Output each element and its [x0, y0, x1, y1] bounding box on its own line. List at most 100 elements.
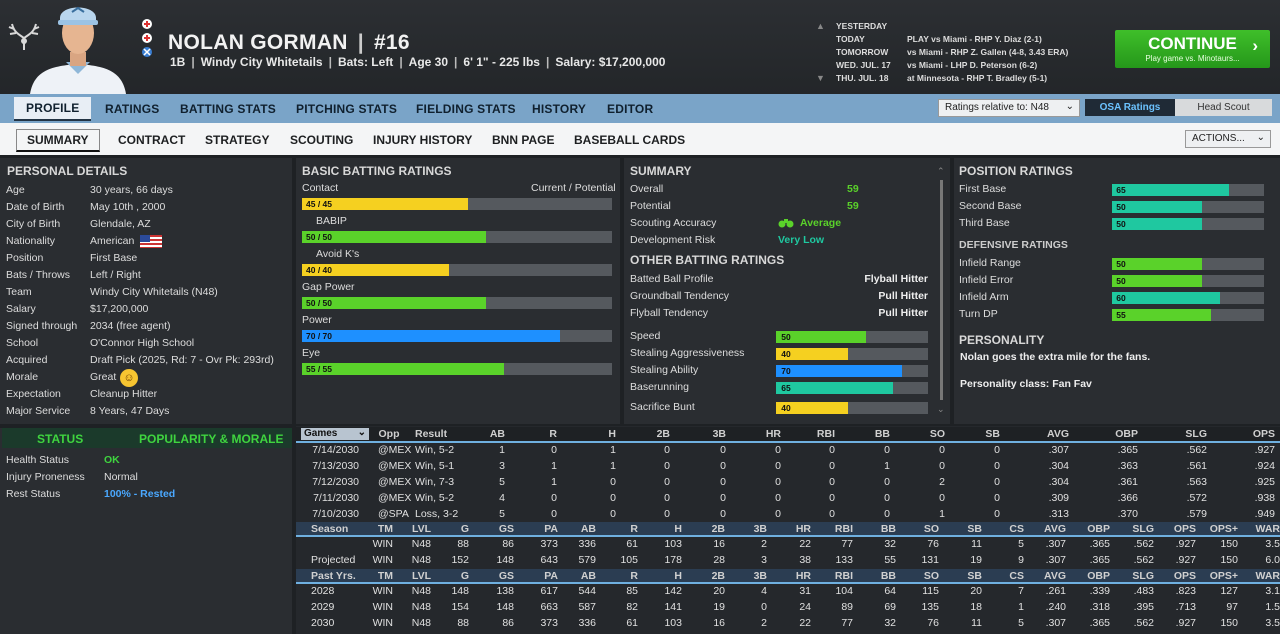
tab-profile[interactable]: PROFILE [14, 97, 92, 121]
defensive-rating-bar: 55 [1112, 309, 1264, 321]
defensive-rating-bar-label: 50 [1112, 275, 1130, 287]
past-cell: 1.5 [1265, 601, 1280, 613]
past-cell: 1 [1018, 601, 1024, 613]
position-rating-bar: 50 [1112, 201, 1264, 213]
continue-button[interactable]: CONTINUE Play game vs. Minotaurs... › [1115, 30, 1270, 68]
potential-label: Potential [630, 200, 671, 212]
summary-scrollbar[interactable]: ⌃ ⌄ [937, 166, 947, 416]
past-col-header: SLG [1132, 570, 1154, 582]
schedule-game[interactable]: PLAY vs Miami - RHP Y. Diaz (2-1) [907, 34, 1042, 44]
osa-ratings-toggle[interactable]: OSA Ratings [1085, 99, 1175, 116]
personal-row-label: Major Service [6, 405, 71, 417]
personal-row: Team Windy City Whitetails (N48) [6, 284, 290, 301]
tab-baseball-cards[interactable]: BASEBALL CARDS [574, 133, 686, 147]
actions-dropdown[interactable]: ACTIONS... ⌄ [1185, 130, 1271, 148]
tab-ratings[interactable]: RATINGS [105, 102, 160, 116]
tab-injury-history[interactable]: INJURY HISTORY [373, 133, 473, 147]
personal-row-label: Acquired [6, 354, 48, 366]
other-batting-title: OTHER BATTING RATINGS [630, 253, 785, 267]
tab-popularity-morale[interactable]: POPULARITY & MORALE [139, 432, 284, 446]
personal-row: School O'Connor High School [6, 335, 290, 352]
season-cell: .307 [1045, 554, 1066, 566]
past-cell: 18 [970, 601, 982, 613]
games-select[interactable]: Games ⌄ [301, 427, 369, 440]
tab-status[interactable]: STATUS [37, 432, 84, 446]
games-cell: Win, 5-2 [415, 492, 455, 504]
personal-row: Acquired Draft Pick (2025, Rd: 7 - Ovr Pk… [6, 352, 290, 369]
tab-summary[interactable]: SUMMARY [16, 129, 100, 152]
schedule-game[interactable]: vs Miami - RHP Z. Gallen (4-8, 3.43 ERA) [907, 47, 1069, 57]
tab-pitching-stats[interactable]: PITCHING STATS [296, 102, 398, 116]
games-header-row [296, 427, 1280, 441]
batting-rating-label: Power [302, 314, 332, 326]
past-cell: .927 [1175, 617, 1196, 629]
past-cell: N48 [411, 601, 431, 613]
season-cell: 55 [884, 554, 896, 566]
running-rating-bar-label: 65 [776, 382, 796, 394]
defensive-rating-bar: 50 [1112, 258, 1264, 270]
batting-rating-bar-label: 45 / 45 [302, 198, 336, 210]
tab-editor[interactable]: EDITOR [607, 102, 654, 116]
schedule-day: TODAY [836, 34, 865, 44]
season-cell: 61 [626, 538, 638, 550]
past-col-header: PA [544, 570, 558, 582]
schedule-down-icon[interactable]: ▼ [816, 73, 825, 83]
tab-fielding-stats[interactable]: FIELDING STATS [416, 102, 516, 116]
tab-scouting[interactable]: SCOUTING [290, 133, 354, 147]
scroll-down-icon[interactable]: ⌄ [937, 404, 945, 414]
past-cell: 61 [626, 617, 638, 629]
schedule-up-icon[interactable]: ▲ [816, 21, 825, 31]
health-status-row: Health Status OK [6, 454, 120, 466]
tab-batting-stats[interactable]: BATTING STATS [180, 102, 276, 116]
scroll-up-icon[interactable]: ⌃ [937, 166, 945, 176]
personal-row-label: School [6, 337, 39, 349]
personal-row-label: Salary [6, 303, 36, 315]
personal-row-value: Great [90, 371, 117, 383]
position-ratings-title: POSITION RATINGS [959, 164, 1073, 178]
current-potential-label: Current / Potential [531, 182, 616, 194]
games-cell-date: 7/11/2030 [313, 492, 359, 504]
tab-history[interactable]: HISTORY [532, 102, 587, 116]
personal-row-label: Date of Birth [6, 201, 65, 213]
personal-row-value: 2034 (free agent) [90, 320, 171, 332]
batting-rating-bar: 40 / 40 [302, 264, 612, 276]
smiley-icon: ☺ [120, 369, 138, 387]
season-cell: .927 [1175, 538, 1196, 550]
personal-row-value: Cleanup Hitter [90, 388, 158, 400]
past-cell: 587 [578, 601, 596, 613]
personal-row: Salary $17,200,000 [6, 301, 290, 318]
personal-row-label: Expectation [6, 388, 61, 400]
season-col-header: AB [580, 523, 596, 535]
past-cell: 373 [540, 617, 558, 629]
tab-contract[interactable]: CONTRACT [118, 133, 186, 147]
games-cell: .304 [1048, 476, 1069, 488]
tab-strategy[interactable]: STRATEGY [205, 133, 270, 147]
season-cell: N48 [411, 554, 431, 566]
tab-bnn-page[interactable]: BNN PAGE [492, 133, 555, 147]
season-cell: 133 [835, 554, 853, 566]
schedule-game[interactable]: at Minnesota - RHP T. Bradley (5-1) [907, 73, 1048, 83]
games-cell-date: 7/14/2030 [312, 444, 359, 456]
running-rating-bar-label: 40 [776, 348, 796, 360]
ratings-relative-select[interactable]: Ratings relative to: N48 ⌄ [938, 99, 1080, 117]
games-cell: .313 [1048, 508, 1069, 520]
past-col-header: WAR [1255, 570, 1280, 582]
head-scout-toggle[interactable]: Head Scout [1175, 99, 1272, 116]
personal-row-value[interactable]: Windy City Whitetails (N48) [90, 286, 218, 298]
games-col-header: OPS [1252, 428, 1275, 440]
games-cell: 0 [829, 492, 835, 504]
past-col-header: SB [967, 570, 982, 582]
past-cell: 148 [496, 601, 514, 613]
personal-row: Morale Great ☺ [6, 369, 290, 387]
past-cell: 85 [626, 585, 638, 597]
batted-ball-profile-label: Batted Ball Profile [630, 273, 714, 285]
season-cell: 131 [921, 554, 939, 566]
season-col-header: OBP [1087, 523, 1110, 535]
past-cell: 22 [799, 617, 811, 629]
past-cell: 69 [884, 601, 896, 613]
batting-rating-bar: 45 / 45 [302, 198, 612, 210]
games-cell: 4 [499, 492, 505, 504]
past-cell: .365 [1089, 617, 1110, 629]
games-cell: .370 [1117, 508, 1138, 520]
schedule-game[interactable]: vs Miami - LHP D. Peterson (6-2) [907, 60, 1038, 70]
